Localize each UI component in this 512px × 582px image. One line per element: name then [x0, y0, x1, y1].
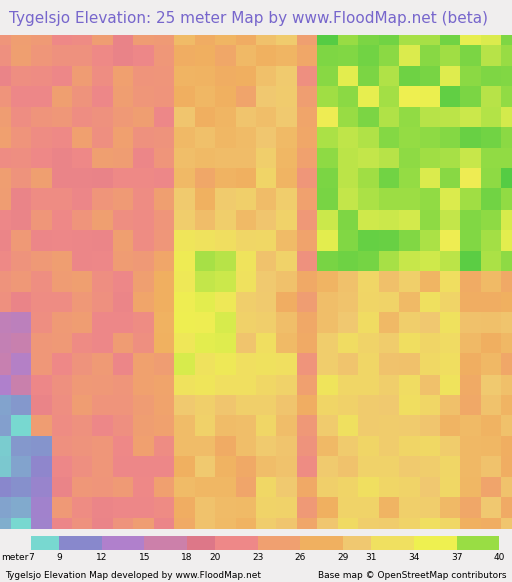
- Bar: [31, 536, 59, 551]
- Bar: [343, 536, 371, 551]
- Bar: [457, 536, 499, 551]
- Text: 40: 40: [494, 553, 505, 562]
- Text: meter: meter: [1, 553, 28, 562]
- Bar: [102, 536, 144, 551]
- Text: 18: 18: [181, 553, 193, 562]
- Text: Tygelsjo Elevation: 25 meter Map by www.FloodMap.net (beta): Tygelsjo Elevation: 25 meter Map by www.…: [9, 10, 488, 26]
- Text: 31: 31: [366, 553, 377, 562]
- Text: 34: 34: [409, 553, 420, 562]
- Bar: [187, 536, 215, 551]
- Text: 9: 9: [56, 553, 62, 562]
- Text: 7: 7: [28, 553, 34, 562]
- Text: 12: 12: [96, 553, 108, 562]
- Bar: [414, 536, 457, 551]
- Text: Tygelsjo Elevation Map developed by www.FloodMap.net: Tygelsjo Elevation Map developed by www.…: [5, 571, 261, 580]
- Text: 37: 37: [451, 553, 462, 562]
- Text: 23: 23: [252, 553, 264, 562]
- Text: 20: 20: [209, 553, 221, 562]
- Bar: [144, 536, 187, 551]
- Text: 29: 29: [337, 553, 349, 562]
- Bar: [371, 536, 414, 551]
- Text: Base map © OpenStreetMap contributors: Base map © OpenStreetMap contributors: [318, 571, 507, 580]
- Text: 15: 15: [139, 553, 150, 562]
- Bar: [215, 536, 258, 551]
- Bar: [59, 536, 102, 551]
- Bar: [301, 536, 343, 551]
- Bar: [258, 536, 301, 551]
- Text: 26: 26: [295, 553, 306, 562]
